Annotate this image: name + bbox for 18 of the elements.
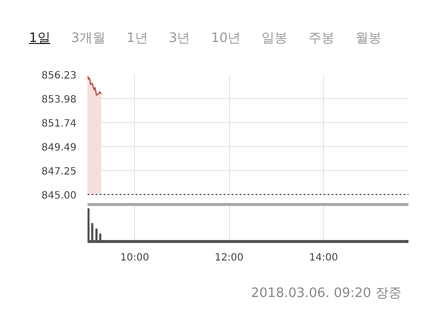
y-tick-label: 851.74 [42,118,77,130]
text: 3년 [168,31,190,46]
x-tick-label: 10:00 [120,252,150,264]
text: 1일 [29,31,50,46]
x-tick-label: 12:00 [214,252,244,264]
y-tick-label: 847.25 [42,166,77,178]
text: 10년 [211,31,241,46]
text: 3개월 [71,31,106,46]
y-tick-label: 849.49 [42,142,77,154]
y-tick-label: 845.00 [42,190,77,202]
x-tick-label: 14:00 [309,252,338,264]
text: 2018.03.06. 09:20 장중 [251,285,402,303]
y-tick-label: 853.98 [42,94,77,106]
text: 월봉 [356,31,382,46]
text: 일봉 [262,31,288,46]
y-tick-label: 856.23 [42,70,77,82]
text: 1년 [126,31,148,46]
text: 주봉 [308,31,335,46]
